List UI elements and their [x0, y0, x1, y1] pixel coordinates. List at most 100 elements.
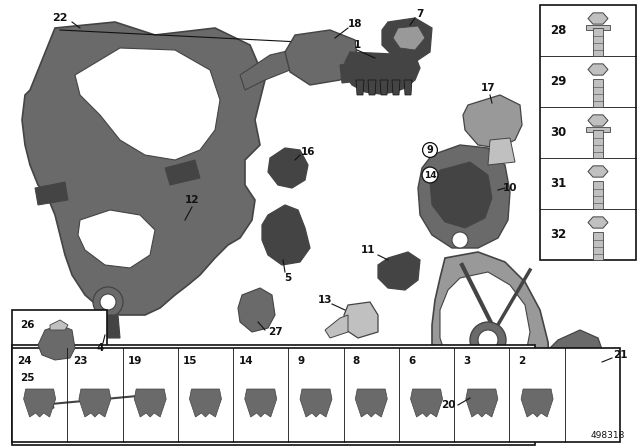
Polygon shape — [344, 302, 378, 338]
Circle shape — [93, 287, 123, 317]
Polygon shape — [378, 252, 420, 290]
Text: 17: 17 — [481, 83, 495, 93]
Polygon shape — [238, 288, 275, 332]
Polygon shape — [588, 64, 608, 75]
Bar — [593, 79, 603, 108]
Polygon shape — [380, 80, 388, 95]
Polygon shape — [240, 48, 320, 90]
Text: 9: 9 — [298, 356, 305, 366]
Polygon shape — [24, 389, 56, 417]
Circle shape — [568, 403, 582, 417]
Polygon shape — [268, 148, 308, 188]
Text: 25: 25 — [20, 373, 35, 383]
Circle shape — [100, 294, 116, 310]
Polygon shape — [79, 389, 111, 417]
Polygon shape — [300, 389, 332, 417]
Polygon shape — [588, 13, 608, 24]
Text: 21: 21 — [612, 350, 627, 360]
Text: 16: 16 — [301, 147, 316, 157]
Polygon shape — [392, 80, 400, 95]
Polygon shape — [588, 166, 608, 177]
Polygon shape — [355, 389, 387, 417]
Circle shape — [470, 322, 506, 358]
Text: 14: 14 — [239, 356, 253, 366]
Polygon shape — [96, 315, 120, 338]
Text: 26: 26 — [20, 320, 35, 330]
Polygon shape — [466, 389, 498, 417]
Text: 18: 18 — [348, 19, 362, 29]
Polygon shape — [521, 389, 553, 417]
Polygon shape — [595, 370, 618, 395]
Text: 30: 30 — [550, 126, 566, 139]
Polygon shape — [356, 80, 364, 95]
Polygon shape — [410, 389, 442, 417]
Text: 498318: 498318 — [591, 431, 625, 440]
Text: 14: 14 — [424, 171, 436, 180]
Text: 23: 23 — [73, 356, 87, 366]
Bar — [586, 26, 610, 30]
Polygon shape — [262, 205, 310, 265]
Polygon shape — [418, 145, 510, 248]
Polygon shape — [588, 217, 608, 228]
Circle shape — [478, 330, 498, 350]
Bar — [593, 233, 603, 260]
Bar — [586, 128, 610, 133]
Circle shape — [561, 396, 589, 424]
Polygon shape — [50, 320, 68, 330]
Polygon shape — [440, 272, 530, 382]
Polygon shape — [78, 210, 155, 268]
Bar — [12, 348, 620, 442]
Text: 2: 2 — [518, 356, 525, 366]
Polygon shape — [285, 30, 358, 85]
Polygon shape — [35, 182, 68, 205]
Text: 15: 15 — [183, 356, 198, 366]
Text: 29: 29 — [550, 75, 566, 88]
Polygon shape — [189, 389, 221, 417]
Bar — [12, 310, 107, 362]
Bar — [593, 130, 603, 159]
Text: 24: 24 — [17, 356, 32, 366]
Polygon shape — [382, 18, 432, 62]
Bar — [12, 365, 157, 417]
Polygon shape — [345, 52, 420, 94]
Text: 13: 13 — [317, 295, 332, 305]
Text: 12: 12 — [185, 195, 199, 205]
Polygon shape — [165, 160, 200, 185]
Polygon shape — [588, 115, 608, 126]
Polygon shape — [75, 48, 220, 160]
Polygon shape — [432, 252, 550, 430]
Text: 20: 20 — [441, 400, 455, 410]
Text: 27: 27 — [268, 327, 282, 337]
Polygon shape — [430, 162, 492, 228]
Text: 11: 11 — [361, 245, 375, 255]
Polygon shape — [393, 26, 425, 50]
Text: 31: 31 — [550, 177, 566, 190]
Text: 5: 5 — [284, 273, 292, 283]
Text: 10: 10 — [503, 183, 517, 193]
Circle shape — [452, 232, 468, 248]
Bar — [593, 181, 603, 210]
Polygon shape — [325, 315, 348, 338]
Polygon shape — [404, 80, 412, 95]
Bar — [12, 345, 535, 445]
Text: 32: 32 — [550, 228, 566, 241]
Text: 3: 3 — [463, 356, 470, 366]
Polygon shape — [134, 389, 166, 417]
Polygon shape — [38, 325, 75, 360]
Polygon shape — [368, 80, 376, 95]
Polygon shape — [550, 330, 605, 388]
Text: 8: 8 — [353, 356, 360, 366]
Text: 7: 7 — [416, 9, 424, 19]
Text: 22: 22 — [52, 13, 68, 23]
Polygon shape — [463, 95, 522, 148]
Text: 19: 19 — [128, 356, 142, 366]
Text: 28: 28 — [550, 24, 566, 37]
Bar — [540, 5, 636, 260]
Text: 9: 9 — [427, 145, 433, 155]
Polygon shape — [488, 138, 515, 165]
Text: 4: 4 — [96, 343, 104, 353]
Polygon shape — [40, 398, 54, 410]
Text: 1: 1 — [353, 40, 360, 50]
Polygon shape — [22, 22, 265, 315]
Text: 6: 6 — [408, 356, 415, 366]
